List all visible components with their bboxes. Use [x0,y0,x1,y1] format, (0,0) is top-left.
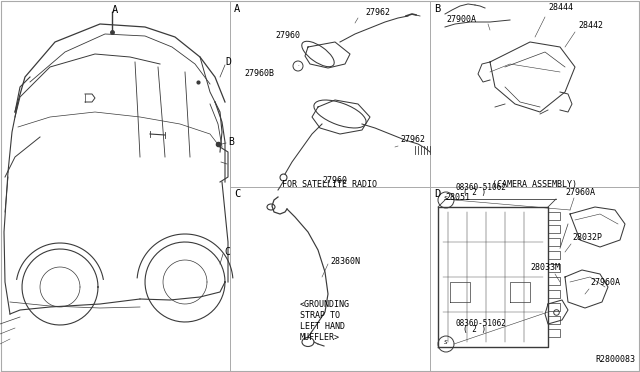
Text: S: S [444,196,448,202]
Text: B: B [228,137,234,147]
Text: S: S [444,340,448,346]
Text: ·: · [297,64,299,68]
Text: 28360N: 28360N [330,257,360,266]
Text: FOR SATELLITE RADIO: FOR SATELLITE RADIO [282,180,378,189]
Text: D: D [225,57,231,67]
Text: 08360-51062: 08360-51062 [455,319,506,328]
Text: D: D [434,189,440,199]
Text: 28444: 28444 [548,3,573,12]
Text: ( 2 ): ( 2 ) [463,188,486,197]
Text: 28442: 28442 [578,21,603,30]
Text: ( 2 ): ( 2 ) [463,325,486,334]
Text: <GROUNDING
STRAP TO
LEFT HAND
MUFFLER>: <GROUNDING STRAP TO LEFT HAND MUFFLER> [300,300,350,342]
Text: 27960A: 27960A [565,188,595,197]
Text: A: A [234,4,240,14]
Text: 27960B: 27960B [244,69,274,78]
Text: 08360-51062: 08360-51062 [455,183,506,192]
Text: 27962: 27962 [365,8,390,17]
Text: 28032P: 28032P [572,233,602,242]
Text: A: A [112,5,118,15]
Text: R2800083: R2800083 [595,355,635,364]
Text: 27962: 27962 [400,135,425,144]
Text: C: C [224,247,230,257]
Text: B: B [434,4,440,14]
Text: C: C [234,189,240,199]
Text: 27960A: 27960A [590,278,620,287]
Text: (CAMERA ASSEMBLY): (CAMERA ASSEMBLY) [493,180,577,189]
Text: 27960: 27960 [323,176,348,185]
Text: 28051: 28051 [445,193,470,202]
Text: 27960: 27960 [275,31,300,40]
Text: 28033M: 28033M [530,263,560,272]
Text: 27900A: 27900A [446,15,476,24]
